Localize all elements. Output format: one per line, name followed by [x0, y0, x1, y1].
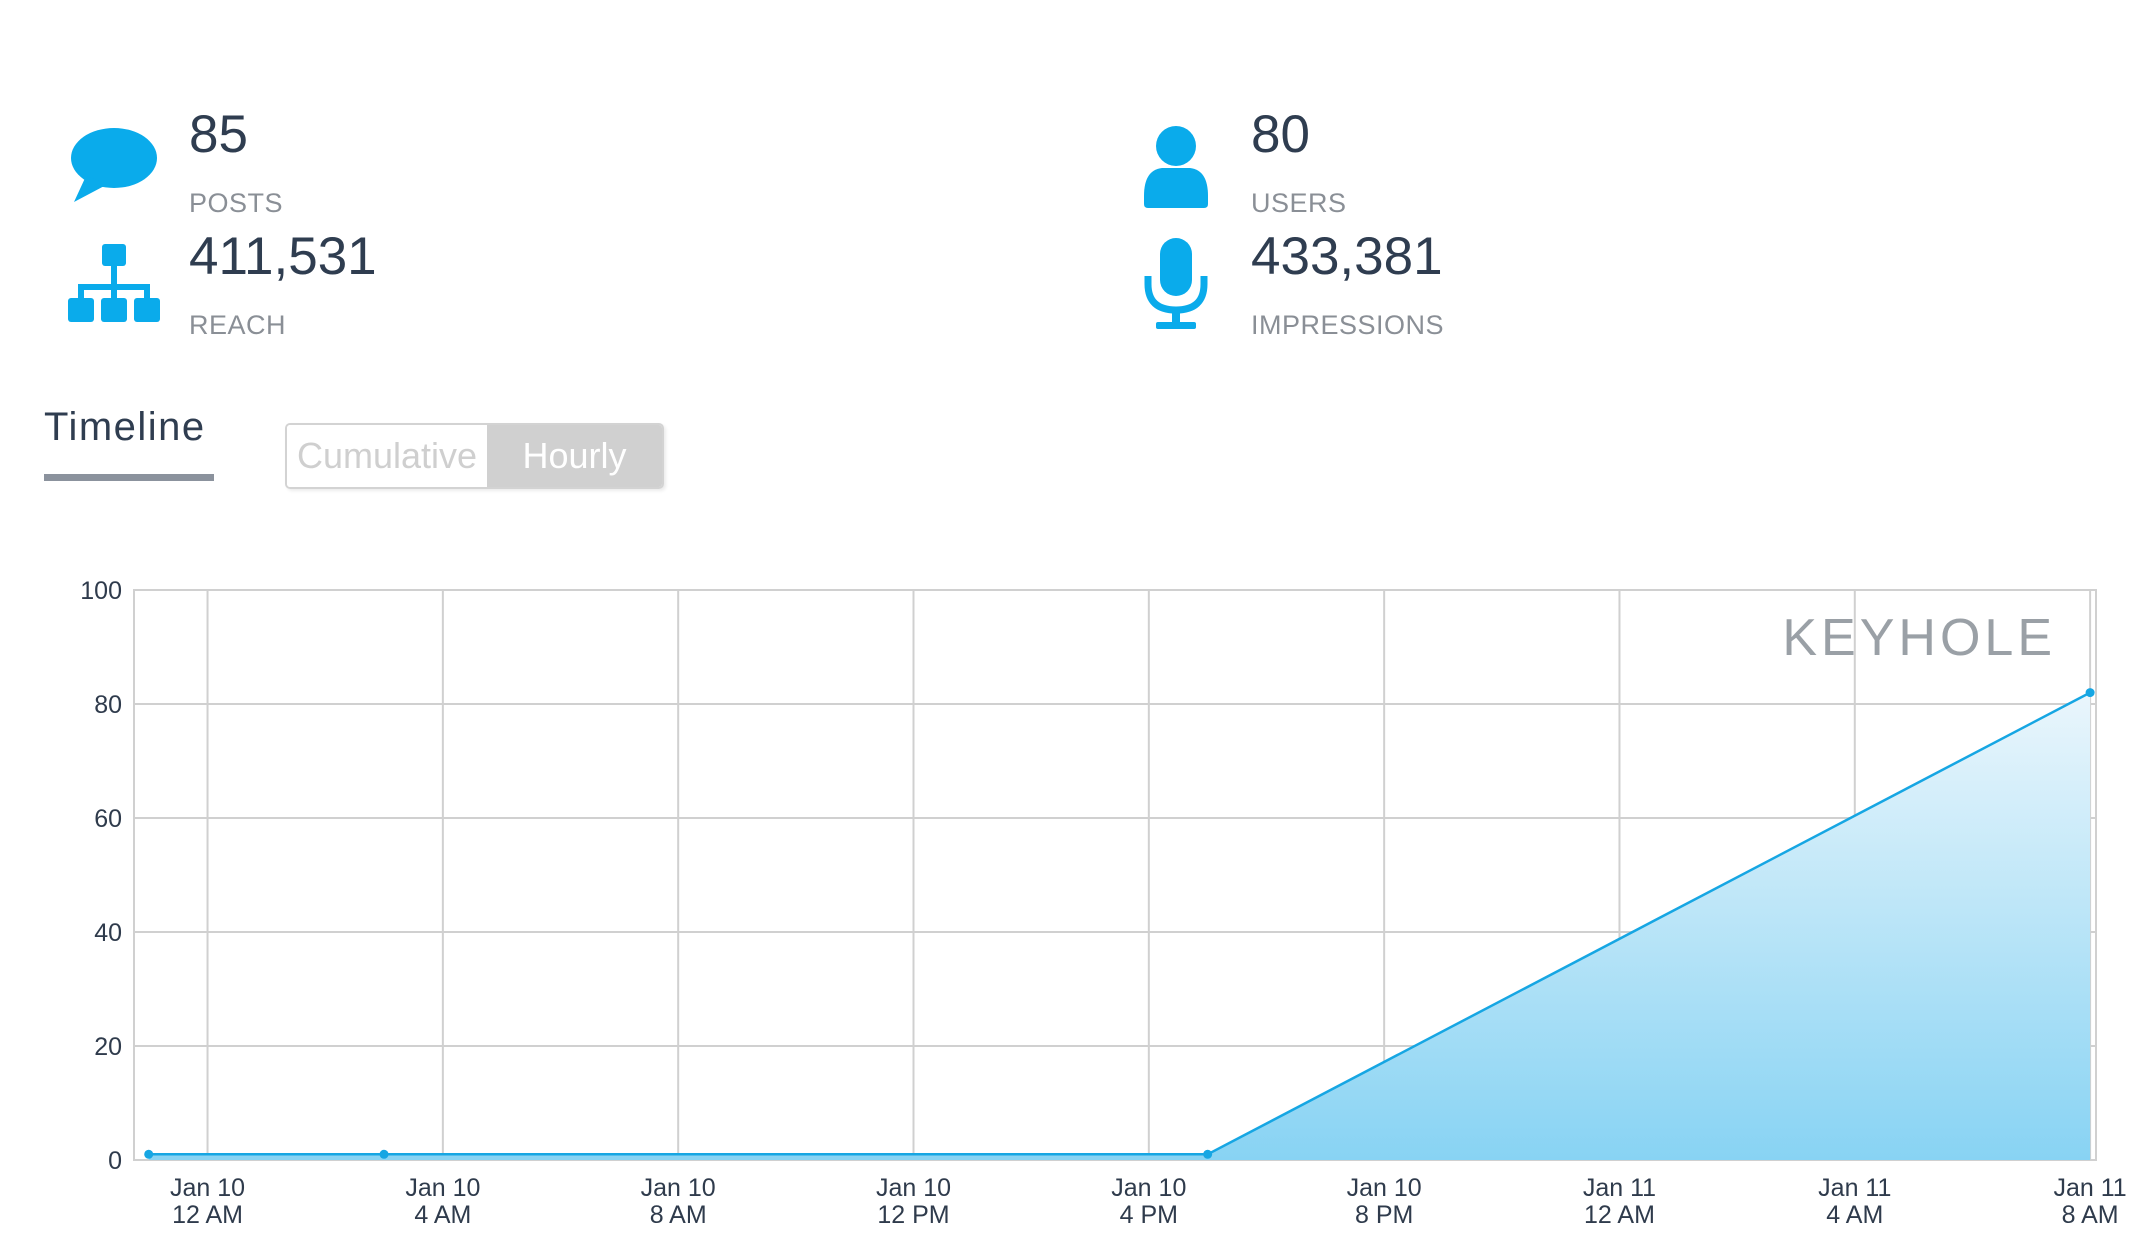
x-tick-label: 12 AM [1584, 1201, 1655, 1229]
y-tick-label: 20 [94, 1033, 122, 1061]
x-tick-label: 12 AM [172, 1201, 243, 1229]
x-tick-label: Jan 10 [405, 1174, 480, 1202]
y-tick-label: 100 [80, 577, 122, 605]
x-tick-label: 4 PM [1120, 1201, 1178, 1229]
data-point [1203, 1149, 1213, 1159]
impressions-label: IMPRESSIONS [1251, 310, 1445, 340]
data-point [379, 1149, 389, 1159]
microphone-icon [1144, 238, 1208, 329]
users-label: USERS [1251, 188, 1347, 218]
user-icon [1144, 126, 1208, 208]
speech-bubble-icon [71, 128, 157, 202]
x-tick-label: Jan 11 [1818, 1174, 1891, 1202]
y-tick-label: 80 [94, 691, 122, 719]
y-tick-label: 60 [94, 805, 122, 833]
posts-label: POSTS [189, 188, 284, 218]
x-tick-label: Jan 10 [170, 1174, 245, 1202]
tab-timeline[interactable]: Timeline [44, 405, 206, 449]
x-tick-label: 12 PM [877, 1201, 949, 1229]
y-tick-label: 40 [94, 919, 122, 947]
reach-label: REACH [189, 310, 287, 340]
x-tick-label: Jan 10 [1347, 1174, 1422, 1202]
x-tick-label: 8 AM [650, 1201, 707, 1229]
series-line [148, 691, 2091, 1156]
data-point [144, 1149, 154, 1159]
toggle-cumulative-button[interactable]: Cumulative [287, 425, 487, 487]
x-tick-label: Jan 10 [1111, 1174, 1186, 1202]
x-tick-label: 4 AM [1826, 1201, 1883, 1229]
x-tick-label: Jan 11 [1583, 1174, 1656, 1202]
network-icon [68, 244, 160, 322]
y-tick-label: 0 [108, 1147, 122, 1175]
x-tick-label: Jan 10 [641, 1174, 716, 1202]
x-tick-label: 8 AM [2062, 1201, 2119, 1229]
toggle-hourly-button[interactable]: Hourly [487, 425, 662, 487]
reach-value: 411,531 [189, 227, 377, 286]
x-tick-label: 4 AM [414, 1201, 471, 1229]
users-value: 80 [1251, 105, 1310, 164]
tab-timeline-underline [44, 474, 214, 481]
x-tick-label: Jan 10 [876, 1174, 951, 1202]
view-toggle: Cumulative Hourly [285, 423, 664, 489]
x-tick-label: Jan 11 [2054, 1174, 2127, 1202]
x-tick-label: 8 PM [1355, 1201, 1413, 1229]
data-point [2085, 688, 2095, 698]
posts-value: 85 [189, 105, 248, 164]
impressions-value: 433,381 [1251, 227, 1443, 286]
keyhole-watermark: KEYHOLE [1782, 609, 2056, 667]
series-area [148, 692, 2091, 1160]
